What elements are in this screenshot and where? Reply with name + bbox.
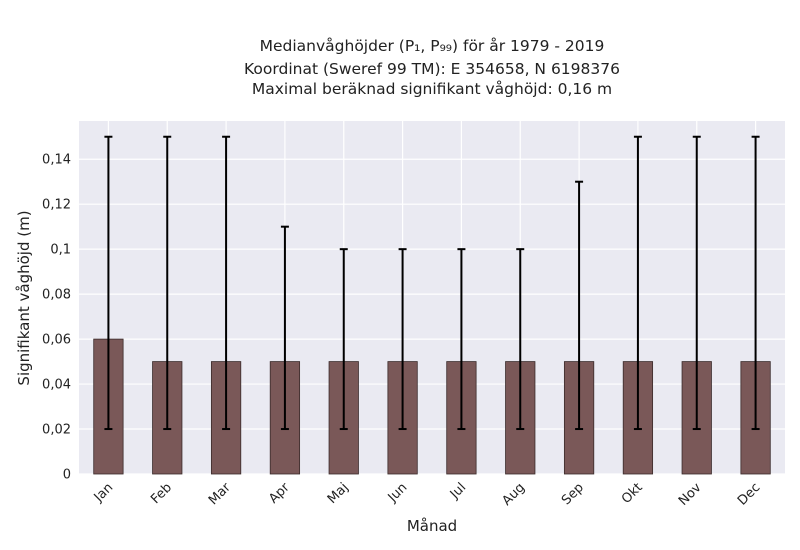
error-bar xyxy=(398,248,407,431)
y-tick-label: 0 xyxy=(63,468,71,483)
x-tick-label: Jan xyxy=(91,480,116,505)
title-line-3: Maximal beräknad signifikant våghöjd: 0,… xyxy=(252,80,612,98)
x-tick-labels: Jan Feb Mar Apr Maj Jun Jul Aug Sep Okt Nov Dec xyxy=(91,480,764,509)
error-bar xyxy=(339,248,348,431)
x-tick-label: Jul xyxy=(447,480,469,502)
error-bar xyxy=(457,248,466,431)
x-tick-label: Dec xyxy=(735,480,763,508)
error-bar xyxy=(633,135,642,431)
x-tick-label: Sep xyxy=(559,480,587,508)
y-tick-labels: 0 0,02 0,04 0,06 0,08 0,1 0,12 0,14 xyxy=(42,153,71,483)
error-bar xyxy=(692,135,701,431)
error-bar xyxy=(104,135,113,431)
plot-area xyxy=(79,121,785,474)
error-bar xyxy=(222,135,231,431)
y-tick-label: 0,08 xyxy=(42,288,71,303)
x-axis-label: Månad xyxy=(407,517,457,535)
y-tick-label: 0,06 xyxy=(42,333,71,348)
y-tick-label: 0,02 xyxy=(42,423,71,438)
error-bar xyxy=(751,135,760,431)
x-tick-label: Okt xyxy=(619,480,646,507)
x-tick-label: Aug xyxy=(500,480,529,509)
error-bar xyxy=(280,225,289,431)
error-bars xyxy=(104,135,760,431)
error-bar xyxy=(516,248,525,431)
y-axis-label: Signifikant våghöjd (m) xyxy=(15,210,33,385)
x-tick-label: Mar xyxy=(206,480,234,508)
title-line-1: Medianvåghöjder (P₁, P₉₉) för år 1979 - … xyxy=(260,37,605,55)
x-tick-label: Apr xyxy=(266,480,293,507)
y-tick-label: 0,04 xyxy=(42,378,71,393)
title-line-2: Koordinat (Sweref 99 TM): E 354658, N 61… xyxy=(244,60,620,78)
y-tick-label: 0,14 xyxy=(42,153,71,168)
y-tick-label: 0,12 xyxy=(42,198,71,213)
x-tick-label: Feb xyxy=(148,480,175,507)
error-bar xyxy=(575,180,584,431)
x-tick-label: Nov xyxy=(676,480,705,509)
chart-title: Medianvåghöjder (P₁, P₉₉) för år 1979 - … xyxy=(244,37,620,98)
x-tick-label: Jun xyxy=(385,480,411,506)
x-tick-label: Maj xyxy=(325,480,352,507)
y-tick-label: 0,1 xyxy=(50,243,71,258)
error-bar xyxy=(163,135,172,431)
